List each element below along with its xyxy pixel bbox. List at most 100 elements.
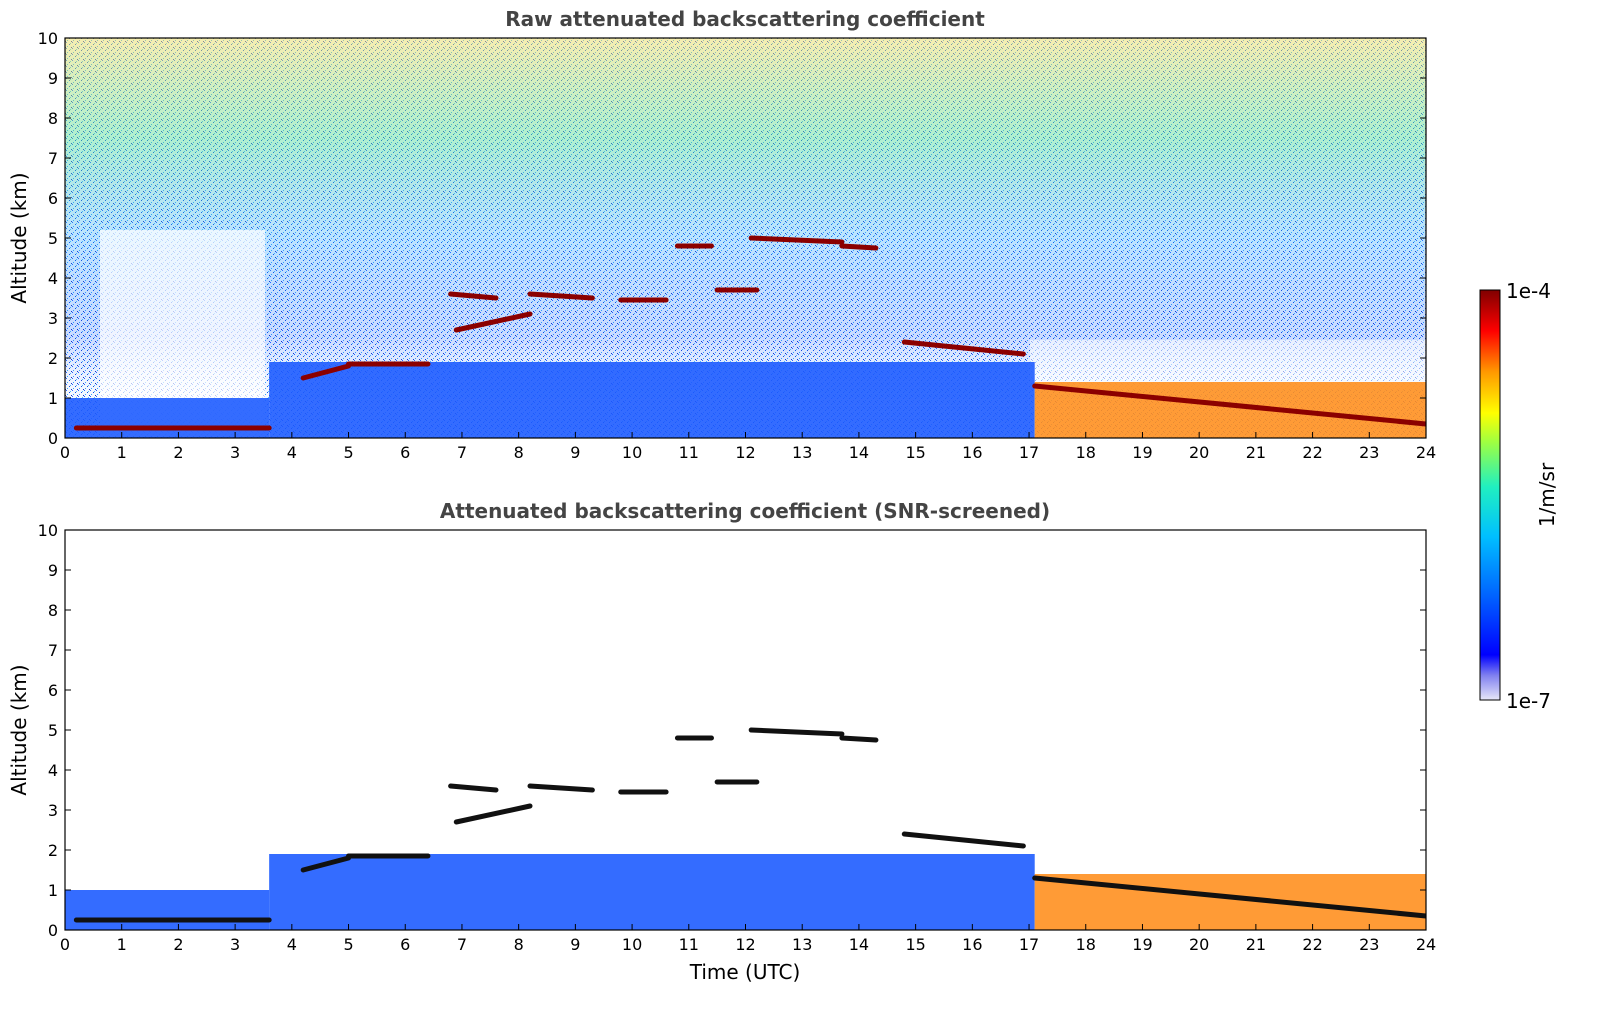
cloud-segment bbox=[527, 291, 595, 301]
colorbar-max-label: 1e-4 bbox=[1506, 279, 1551, 303]
screened-y-axis-label: Altitude (km) bbox=[7, 664, 31, 795]
x-tick-label: 6 bbox=[400, 935, 410, 954]
screened-heatmap bbox=[65, 530, 1426, 930]
cloud-segment bbox=[448, 291, 499, 301]
x-tick-label: 0 bbox=[60, 935, 70, 954]
screened-cloud-segments bbox=[73, 727, 1426, 923]
cloud-segment bbox=[453, 803, 533, 825]
y-tick-label: 0 bbox=[48, 921, 58, 940]
y-tick-label: 1 bbox=[48, 881, 58, 900]
y-tick-label: 7 bbox=[48, 149, 58, 168]
y-tick-label: 2 bbox=[48, 841, 58, 860]
raw-y-axis: 0 1 2 3 4 5 6 7 8 9 10 bbox=[38, 29, 1426, 448]
cloud-segment bbox=[448, 783, 499, 793]
x-tick-label: 24 bbox=[1416, 443, 1436, 462]
x-tick-label: 16 bbox=[962, 443, 982, 462]
y-tick-label: 2 bbox=[48, 349, 58, 368]
y-tick-label: 6 bbox=[48, 681, 58, 700]
raw-panel-title: Raw attenuated backscattering coefficien… bbox=[505, 7, 985, 31]
cloud-segment bbox=[748, 727, 845, 737]
x-tick-label: 18 bbox=[1076, 443, 1096, 462]
y-tick-label: 0 bbox=[48, 429, 58, 448]
layer-aerosol-layer bbox=[269, 362, 1035, 438]
x-tick-label: 5 bbox=[343, 935, 353, 954]
y-tick-label: 10 bbox=[38, 29, 58, 48]
x-tick-label: 11 bbox=[679, 443, 699, 462]
x-tick-label: 7 bbox=[457, 935, 467, 954]
y-tick-label: 4 bbox=[48, 269, 58, 288]
y-tick-label: 4 bbox=[48, 761, 58, 780]
y-tick-label: 1 bbox=[48, 389, 58, 408]
x-tick-label: 21 bbox=[1246, 935, 1266, 954]
x-tick-label: 8 bbox=[514, 935, 524, 954]
cloud-segment bbox=[300, 363, 352, 381]
x-tick-label: 17 bbox=[1019, 443, 1039, 462]
cloud-segment bbox=[839, 243, 879, 251]
x-tick-label: 22 bbox=[1302, 935, 1322, 954]
raw-y-axis-label: Altitude (km) bbox=[7, 172, 31, 303]
x-tick-label: 6 bbox=[400, 443, 410, 462]
cloud-segment bbox=[300, 855, 352, 873]
colorbar-min-label: 1e-7 bbox=[1506, 689, 1551, 713]
x-tick-label: 22 bbox=[1302, 443, 1322, 462]
x-tick-label: 4 bbox=[287, 443, 297, 462]
x-tick-label: 9 bbox=[570, 443, 580, 462]
cloud-segment bbox=[527, 783, 595, 793]
y-tick-label: 5 bbox=[48, 721, 58, 740]
y-tick-label: 9 bbox=[48, 69, 58, 88]
cloud-segment bbox=[1032, 383, 1426, 427]
x-tick-label: 12 bbox=[735, 935, 755, 954]
raw-x-axis: 0 1 2 3 4 5 6 7 8 9 10 11 12 13 14 15 16 17 18 19 20 21 22 23 24 bbox=[60, 432, 1436, 462]
y-tick-label: 8 bbox=[48, 601, 58, 620]
raw-cloud-segments bbox=[73, 235, 1426, 431]
y-tick-label: 8 bbox=[48, 109, 58, 128]
layer-boundary-layer-base bbox=[65, 398, 270, 438]
cloud-segment bbox=[901, 339, 1026, 357]
cloud-segment bbox=[748, 235, 845, 245]
x-tick-label: 19 bbox=[1132, 935, 1152, 954]
x-tick-label: 2 bbox=[173, 443, 183, 462]
x-tick-label: 21 bbox=[1246, 443, 1266, 462]
colorbar-scale bbox=[1479, 289, 1501, 701]
x-tick-label: 10 bbox=[622, 935, 642, 954]
x-tick-label: 24 bbox=[1416, 935, 1436, 954]
cloud-segment bbox=[839, 735, 879, 743]
x-tick-label: 17 bbox=[1019, 935, 1039, 954]
y-tick-label: 6 bbox=[48, 189, 58, 208]
x-tick-label: 14 bbox=[849, 443, 869, 462]
x-tick-label: 9 bbox=[570, 935, 580, 954]
y-tick-label: 3 bbox=[48, 309, 58, 328]
x-tick-label: 23 bbox=[1359, 935, 1379, 954]
x-tick-label: 18 bbox=[1076, 935, 1096, 954]
x-tick-label: 11 bbox=[679, 935, 699, 954]
x-tick-label: 3 bbox=[230, 443, 240, 462]
x-tick-label: 19 bbox=[1132, 443, 1152, 462]
colorbar-label: 1/m/sr bbox=[1535, 462, 1559, 527]
x-tick-label: 1 bbox=[117, 935, 127, 954]
x-tick-label: 1 bbox=[117, 443, 127, 462]
cloud-segment bbox=[1032, 875, 1426, 919]
x-tick-label: 0 bbox=[60, 443, 70, 462]
x-tick-label: 7 bbox=[457, 443, 467, 462]
raw-panel: Raw attenuated backscattering coefficien… bbox=[7, 7, 1436, 462]
x-tick-label: 3 bbox=[230, 935, 240, 954]
screened-y-axis: 0 1 2 3 4 5 6 7 8 9 10 bbox=[38, 521, 1426, 940]
x-tick-label: 12 bbox=[735, 443, 755, 462]
x-tick-label: 14 bbox=[849, 935, 869, 954]
x-tick-label: 20 bbox=[1189, 443, 1209, 462]
x-tick-label: 5 bbox=[343, 443, 353, 462]
x-tick-label: 13 bbox=[792, 935, 812, 954]
screened-x-axis: 0 1 2 3 4 5 6 7 8 9 10 11 12 13 14 15 16 17 18 19 20 21 22 23 24 bbox=[60, 924, 1436, 954]
raw-heatmap bbox=[65, 38, 1426, 438]
y-tick-label: 7 bbox=[48, 641, 58, 660]
cloud-segment bbox=[453, 311, 533, 333]
x-tick-label: 2 bbox=[173, 935, 183, 954]
x-tick-label: 20 bbox=[1189, 935, 1209, 954]
colorbar: 1e-4 1e-7 1/m/sr bbox=[1479, 279, 1559, 713]
screened-panel: Attenuated backscattering coefficient (S… bbox=[7, 499, 1436, 984]
x-tick-label: 23 bbox=[1359, 443, 1379, 462]
x-tick-label: 16 bbox=[962, 935, 982, 954]
y-tick-label: 9 bbox=[48, 561, 58, 580]
x-tick-label: 4 bbox=[287, 935, 297, 954]
